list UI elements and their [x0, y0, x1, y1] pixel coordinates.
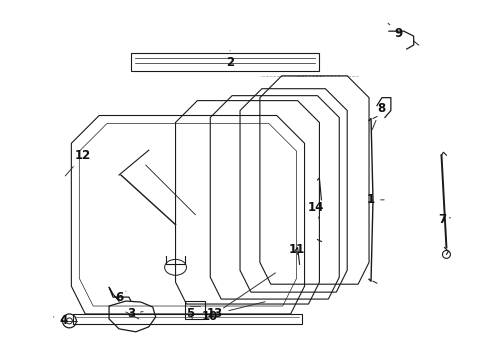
Text: 12: 12 [65, 149, 91, 176]
Text: 7: 7 [439, 213, 450, 226]
Text: 3: 3 [127, 307, 143, 320]
Text: 10: 10 [202, 273, 275, 323]
Text: 13: 13 [207, 302, 265, 320]
Text: 1: 1 [367, 193, 384, 206]
Text: 6: 6 [115, 291, 126, 303]
Text: 5: 5 [186, 307, 195, 320]
Text: 14: 14 [307, 201, 323, 220]
Text: 2: 2 [226, 51, 234, 69]
Text: 8: 8 [372, 102, 385, 130]
Text: 9: 9 [388, 23, 403, 40]
Text: 4: 4 [53, 314, 68, 327]
Text: 11: 11 [289, 243, 305, 256]
